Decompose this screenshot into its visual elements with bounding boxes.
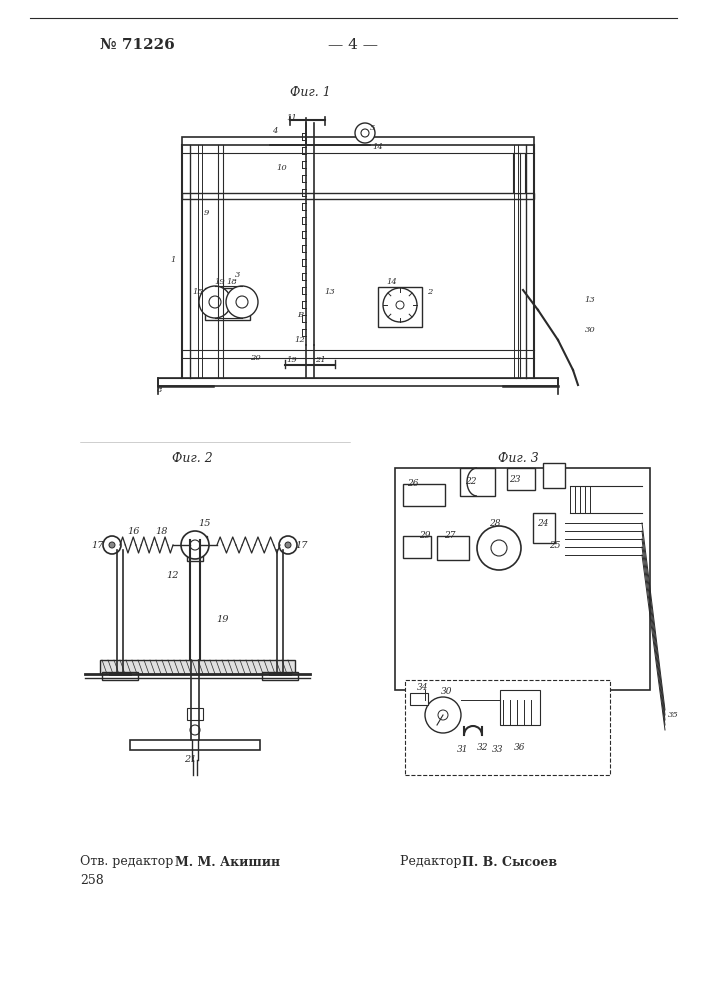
Text: 22: 22 [465, 477, 477, 486]
Circle shape [190, 540, 200, 550]
Text: 19: 19 [215, 278, 226, 286]
Text: 10: 10 [276, 164, 287, 172]
Text: 19: 19 [217, 615, 229, 624]
Circle shape [383, 288, 417, 322]
Circle shape [199, 286, 231, 318]
Circle shape [477, 526, 521, 570]
Text: 25: 25 [549, 542, 561, 550]
Bar [100, 660, 295, 674]
Bar [187, 708, 203, 720]
Bar [460, 468, 495, 496]
Text: 1: 1 [170, 256, 175, 264]
Text: — 4 —: — 4 — [328, 38, 378, 52]
Text: 24: 24 [537, 518, 549, 528]
Text: Фиг. 2: Фиг. 2 [172, 452, 212, 464]
Text: 21: 21 [315, 356, 325, 364]
Text: Фиг. 1: Фиг. 1 [290, 86, 330, 99]
Text: 28: 28 [489, 518, 501, 528]
Text: 21: 21 [184, 756, 197, 764]
Text: 29: 29 [419, 532, 431, 540]
Bar [182, 193, 534, 199]
Text: 34: 34 [417, 684, 428, 692]
Bar [262, 672, 298, 680]
Bar [378, 287, 422, 327]
Circle shape [438, 710, 448, 720]
Text: 30: 30 [441, 688, 452, 696]
Bar [507, 468, 535, 490]
Circle shape [190, 725, 200, 735]
Bar [533, 513, 555, 543]
Circle shape [209, 296, 221, 308]
Circle shape [285, 542, 291, 548]
Bar [102, 672, 138, 680]
Circle shape [425, 697, 461, 733]
Bar [205, 288, 250, 320]
Circle shape [396, 301, 404, 309]
Bar [130, 740, 260, 750]
Text: 35: 35 [668, 711, 679, 719]
Text: П. В. Сысоев: П. В. Сысоев [462, 856, 557, 868]
Text: Фиг. 3: Фиг. 3 [498, 452, 538, 464]
Text: 31: 31 [457, 746, 469, 754]
Text: 9: 9 [204, 209, 209, 217]
Text: 12: 12 [167, 570, 180, 580]
Text: B: B [297, 311, 303, 319]
Text: Отв. редактор: Отв. редактор [80, 856, 177, 868]
Text: 8: 8 [158, 386, 163, 394]
Text: 20: 20 [250, 354, 260, 362]
Bar [183, 536, 207, 550]
Bar [182, 137, 534, 145]
Text: 17: 17 [92, 540, 104, 550]
Text: 33: 33 [492, 746, 504, 754]
Text: 32: 32 [477, 744, 489, 752]
Text: 13: 13 [585, 296, 595, 304]
Bar [158, 378, 558, 386]
Text: 23: 23 [509, 475, 521, 484]
Bar [410, 693, 428, 705]
Text: 15: 15 [199, 518, 211, 528]
Text: 15: 15 [192, 288, 204, 296]
Bar [405, 680, 610, 775]
Text: 2: 2 [427, 288, 433, 296]
Bar [403, 536, 431, 558]
Text: 11: 11 [286, 114, 298, 122]
Bar [437, 536, 469, 560]
Text: № 71226: № 71226 [100, 38, 175, 52]
Circle shape [279, 536, 297, 554]
Bar [543, 463, 565, 488]
Text: 4: 4 [272, 127, 278, 135]
Text: 17: 17 [296, 540, 308, 550]
Circle shape [226, 286, 258, 318]
Text: 36: 36 [514, 744, 526, 752]
Text: 30: 30 [585, 326, 595, 334]
Text: М. М. Акишин: М. М. Акишин [175, 856, 280, 868]
Text: 5: 5 [369, 124, 375, 132]
Text: 16: 16 [128, 526, 140, 536]
Circle shape [109, 542, 115, 548]
Circle shape [491, 540, 507, 556]
Text: 3: 3 [235, 271, 240, 279]
Bar [513, 153, 525, 193]
Text: 12: 12 [295, 336, 305, 344]
Text: 19: 19 [286, 356, 298, 364]
Bar [187, 551, 203, 561]
Circle shape [103, 536, 121, 554]
Text: Редактор: Редактор [400, 856, 465, 868]
Text: 27: 27 [444, 532, 456, 540]
Circle shape [181, 531, 209, 559]
Bar [500, 690, 540, 725]
Text: 258: 258 [80, 874, 104, 886]
Text: 18: 18 [227, 278, 238, 286]
Text: 13: 13 [325, 288, 335, 296]
Bar [403, 484, 445, 506]
Text: 14: 14 [387, 278, 397, 286]
Circle shape [361, 129, 369, 137]
Bar [395, 468, 650, 690]
Circle shape [355, 123, 375, 143]
Text: 26: 26 [407, 480, 419, 488]
Circle shape [236, 296, 248, 308]
Text: 14: 14 [373, 143, 383, 151]
Text: 18: 18 [156, 526, 168, 536]
